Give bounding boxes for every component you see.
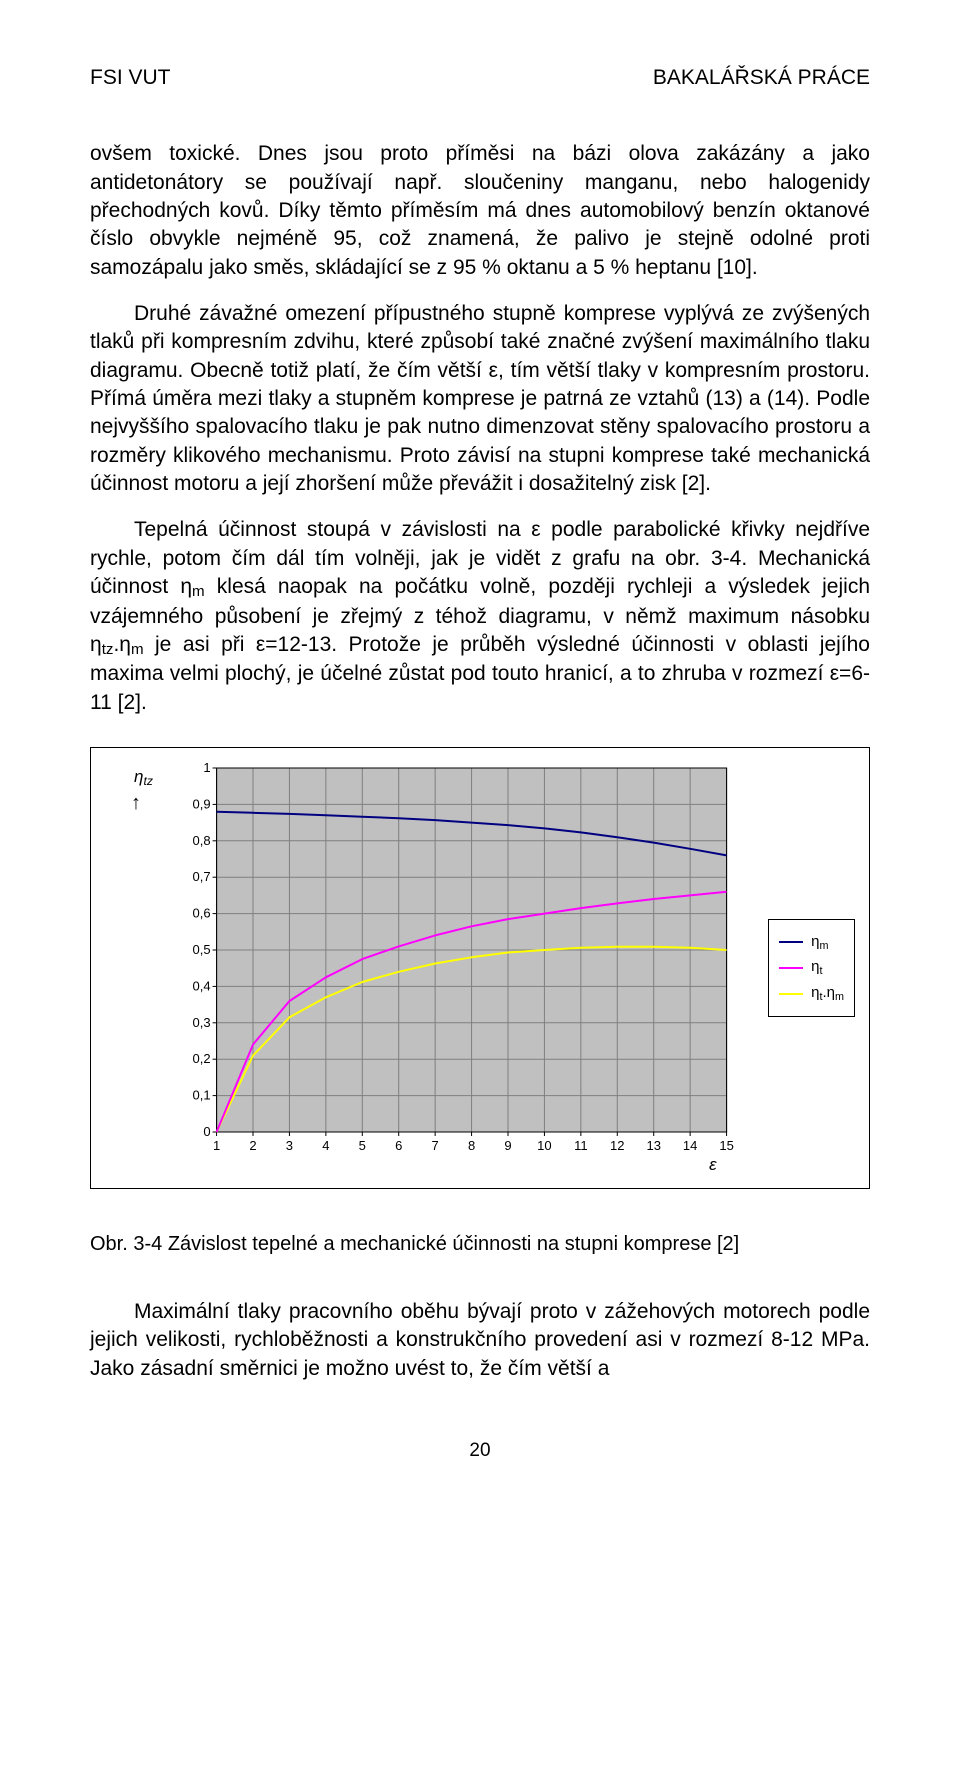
svg-text:0,6: 0,6: [192, 906, 210, 921]
svg-text:9: 9: [504, 1138, 511, 1153]
svg-text:0,5: 0,5: [192, 942, 210, 957]
svg-text:0,8: 0,8: [192, 833, 210, 848]
svg-text:0: 0: [203, 1124, 210, 1139]
chart-y-label-area: ηtz ↑: [99, 758, 159, 1178]
header-right: BAKALÁŘSKÁ PRÁCE: [653, 64, 870, 92]
svg-text:10: 10: [537, 1138, 551, 1153]
chart-legend: ηm ηt ηt.ηm: [768, 919, 855, 1018]
body-text: ovšem toxické. Dnes jsou proto příměsi n…: [90, 140, 870, 717]
svg-text:11: 11: [574, 1138, 588, 1153]
y-axis-arrow-icon: ↑: [131, 790, 141, 817]
figure-3-4: ηtz ↑ 00,10,20,30,40,50,60,70,80,9112345…: [90, 747, 870, 1258]
paragraph-4: Maximální tlaky pracovního oběhu bývají …: [90, 1298, 870, 1383]
svg-text:7: 7: [432, 1138, 439, 1153]
svg-text:0,7: 0,7: [192, 869, 210, 884]
svg-text:13: 13: [646, 1138, 660, 1153]
figure-caption: Obr. 3-4 Závislost tepelné a mechanické …: [90, 1231, 870, 1258]
legend-eta-m: ηm: [779, 932, 844, 954]
svg-text:0,3: 0,3: [192, 1015, 210, 1030]
svg-text:6: 6: [395, 1138, 402, 1153]
page-number: 20: [90, 1438, 870, 1464]
chart-border: ηtz ↑ 00,10,20,30,40,50,60,70,80,9112345…: [90, 747, 870, 1189]
svg-text:2: 2: [249, 1138, 256, 1153]
svg-text:0,4: 0,4: [192, 978, 210, 993]
page-header: FSI VUT BAKALÁŘSKÁ PRÁCE: [90, 64, 870, 92]
svg-text:12: 12: [610, 1138, 624, 1153]
paragraph-2: Druhé závažné omezení přípustného stupně…: [90, 300, 870, 498]
svg-text:14: 14: [683, 1138, 697, 1153]
svg-text:0,1: 0,1: [192, 1088, 210, 1103]
svg-text:0,2: 0,2: [192, 1051, 210, 1066]
svg-text:5: 5: [359, 1138, 366, 1153]
svg-text:8: 8: [468, 1138, 475, 1153]
svg-text:1: 1: [203, 760, 210, 775]
svg-text:15: 15: [719, 1138, 733, 1153]
paragraph-1: ovšem toxické. Dnes jsou proto příměsi n…: [90, 140, 870, 282]
header-left: FSI VUT: [90, 64, 171, 92]
svg-text:3: 3: [286, 1138, 293, 1153]
svg-text:4: 4: [322, 1138, 329, 1153]
legend-eta-t: ηt: [779, 957, 844, 979]
paragraph-3: Tepelná účinnost stoupá v závislosti na …: [90, 516, 870, 717]
svg-text:ε: ε: [709, 1155, 717, 1174]
legend-eta-prod: ηt.ηm: [779, 983, 844, 1005]
svg-text:1: 1: [213, 1138, 220, 1153]
chart-plot-area: 00,10,20,30,40,50,60,70,80,9112345678910…: [159, 758, 750, 1178]
svg-text:0,9: 0,9: [192, 796, 210, 811]
body-text-after-figure: Maximální tlaky pracovního oběhu bývají …: [90, 1298, 870, 1383]
